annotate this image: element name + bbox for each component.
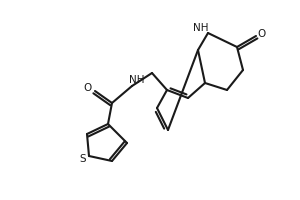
Text: NH: NH (193, 23, 209, 33)
Text: O: O (84, 83, 92, 93)
Text: O: O (258, 29, 266, 39)
Text: NH: NH (129, 75, 145, 85)
Text: S: S (80, 154, 86, 164)
